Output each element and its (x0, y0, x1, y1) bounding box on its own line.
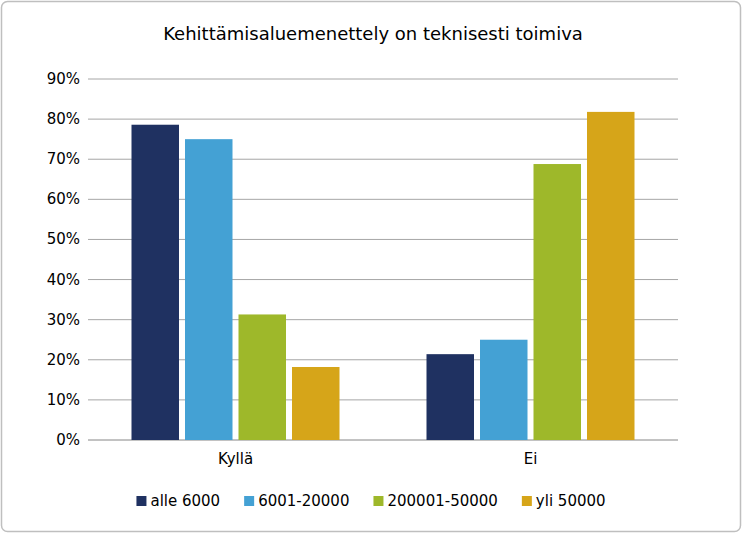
bar (132, 125, 180, 440)
bar (587, 112, 635, 440)
legend-label: yli 50000 (536, 492, 606, 510)
legend-swatch (136, 496, 146, 506)
bar (480, 340, 528, 440)
y-tick-label: 60% (47, 190, 80, 208)
legend-label: 200001-50000 (387, 492, 497, 510)
grid-line (88, 79, 678, 80)
y-tick-label: 90% (47, 70, 80, 88)
y-tick-label: 40% (47, 271, 80, 289)
legend-label: alle 6000 (150, 492, 220, 510)
y-tick-label: 20% (47, 351, 80, 369)
frame (2, 2, 741, 532)
x-tick-label: Ei (524, 450, 538, 468)
y-tick-label: 80% (47, 110, 80, 128)
y-tick-label: 30% (47, 311, 80, 329)
legend-swatch (244, 496, 254, 506)
y-tick-label: 50% (47, 230, 80, 248)
legend-swatch (373, 496, 383, 506)
legend: alle 6000 6001-20000 200001-50000 yli 50000 (136, 492, 605, 510)
bar (239, 314, 287, 440)
chart: Kehittämisaluemenettely on teknisesti to… (0, 0, 742, 533)
bar (534, 164, 582, 440)
legend-swatch (522, 496, 532, 506)
title: Kehittämisaluemenettely on teknisesti to… (163, 23, 583, 44)
legend-label: 6001-20000 (258, 492, 349, 510)
x-tick-label: Kyllä (218, 450, 253, 468)
y-tick-label: 0% (56, 431, 80, 449)
bar (185, 139, 233, 440)
bar (427, 354, 475, 440)
bar (292, 367, 340, 440)
y-tick-label: 10% (47, 391, 80, 409)
y-tick-label: 70% (47, 150, 80, 168)
